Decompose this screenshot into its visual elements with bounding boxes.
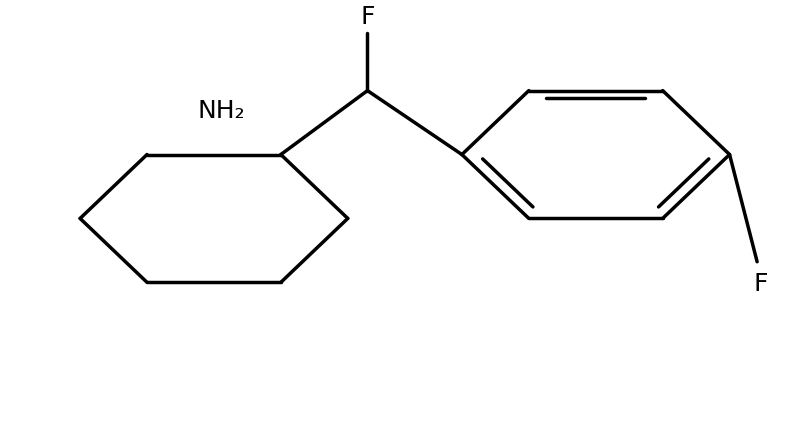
Text: F: F	[360, 5, 374, 29]
Text: F: F	[754, 272, 769, 296]
Text: NH₂: NH₂	[198, 99, 246, 123]
